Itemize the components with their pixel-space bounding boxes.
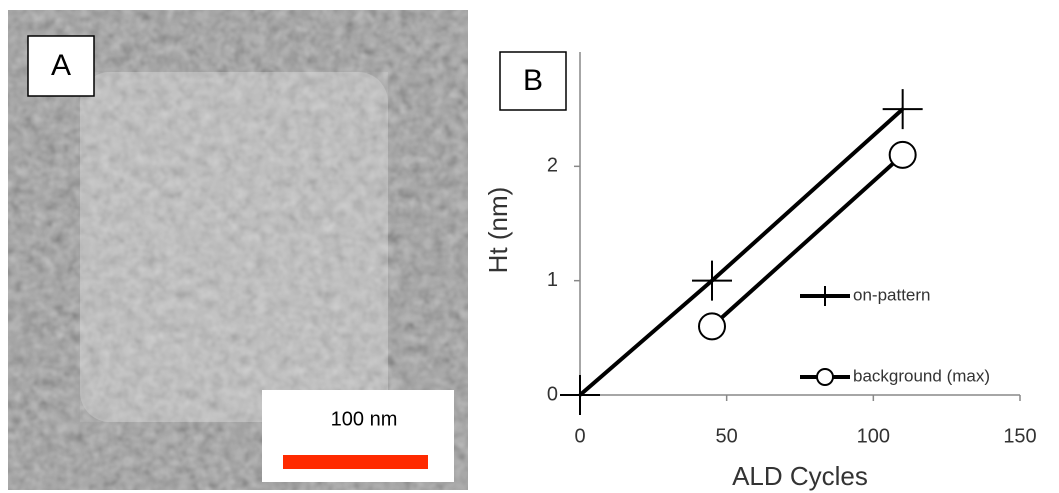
data-point	[560, 375, 600, 415]
data-point	[888, 140, 917, 169]
y-tick-label: 1	[547, 269, 558, 291]
x-tick-label: 150	[1003, 425, 1036, 447]
x-axis-label: ALD Cycles	[732, 461, 868, 491]
panel-label: B	[523, 64, 543, 97]
series-line	[710, 153, 905, 328]
y-tick-label: 2	[547, 155, 558, 177]
panel-label-box	[27, 35, 95, 97]
legend-label: on-pattern	[853, 285, 931, 304]
data-point	[698, 312, 726, 341]
legend-marker	[816, 368, 834, 386]
scale-bar-label: 100 nm	[331, 408, 398, 430]
legend-marker	[815, 286, 835, 306]
x-tick-label: 100	[857, 425, 890, 447]
data-point	[882, 89, 923, 130]
x-tick-label: 50	[716, 425, 738, 447]
legend-label: background (max)	[853, 366, 990, 385]
series-line	[578, 107, 905, 397]
x-tick-label: 0	[574, 425, 585, 447]
panel-label: A	[51, 49, 71, 82]
y-axis-label: Ht (nm)	[483, 187, 513, 274]
data-point	[692, 260, 732, 301]
panel-label-box	[499, 51, 567, 111]
scale-bar	[283, 455, 428, 469]
y-tick-label: 0	[547, 383, 558, 405]
